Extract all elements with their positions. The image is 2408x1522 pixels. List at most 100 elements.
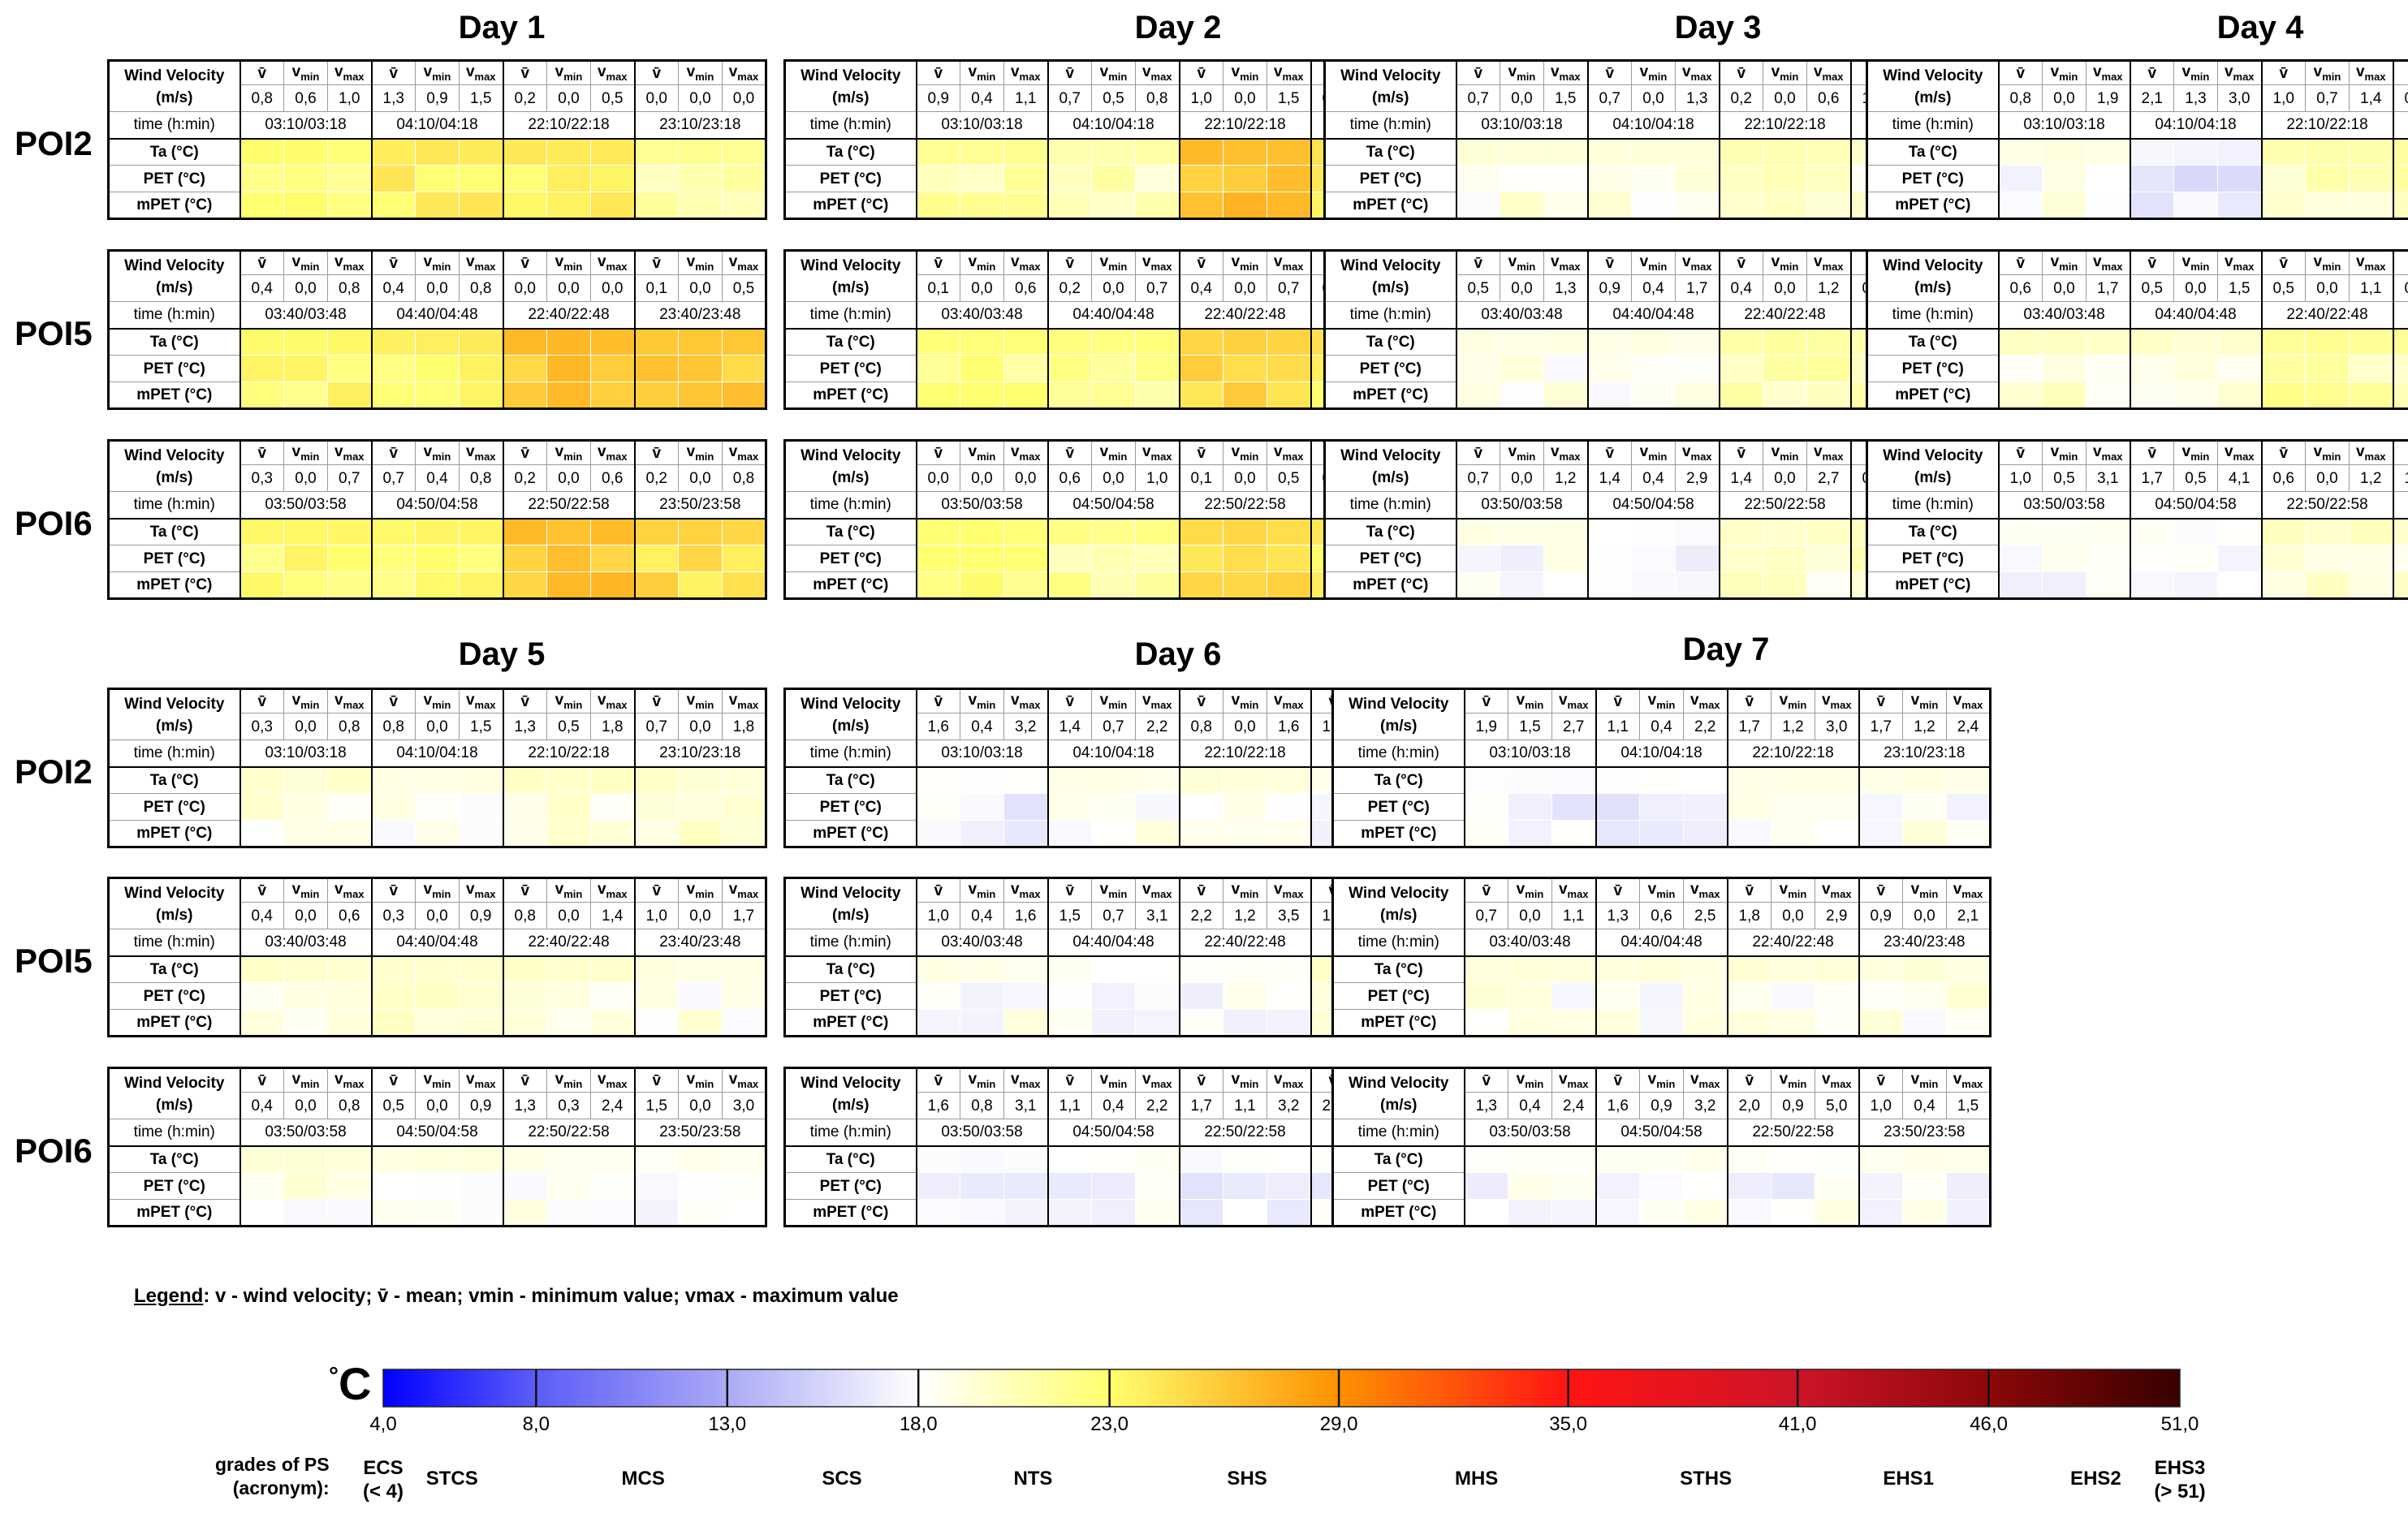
wind-value: 1,4 [590, 902, 635, 929]
wind-value: 1,7 [2129, 464, 2174, 492]
heat-cell [1223, 165, 1267, 192]
heat-row-mpet: mPET (°C) [1332, 820, 1991, 847]
colorbar-tick-label: 41,0 [1778, 1413, 1817, 1435]
heat-cell [1500, 355, 1544, 382]
heat-cell [1997, 382, 2043, 409]
heat-cell [590, 820, 635, 847]
wind-value: 4,1 [2217, 464, 2262, 492]
wind-stat-header: v̄ [1463, 1067, 1508, 1093]
heat-cell [1267, 382, 1311, 409]
time-slot: 03:10/03:18 [1463, 739, 1596, 768]
time-slot: 04:50/04:58 [1046, 1119, 1180, 1147]
heat-cell [239, 955, 284, 983]
wind-value: 0,0 [678, 1092, 723, 1119]
heat-row-ta: Ta (°C) [1324, 138, 1983, 166]
heat-row-mpet: mPET (°C) [108, 382, 766, 409]
pet-label: PET (°C) [108, 982, 241, 1010]
heat-cell [678, 1199, 723, 1227]
heat-cell [1267, 1145, 1311, 1173]
heat-cell [1178, 793, 1223, 821]
heat-cell [2392, 138, 2408, 166]
heat-cell [1543, 355, 1588, 382]
heat-cell [633, 766, 679, 794]
heat-cell [590, 1199, 635, 1227]
wind-value: 0,7 [1135, 274, 1180, 302]
heat-row-ta: Ta (°C) [1332, 1145, 1991, 1173]
heat-cell [1815, 1145, 1859, 1173]
heat-row-pet: PET (°C) [1866, 355, 2408, 382]
wind-value: 1,0 [633, 902, 679, 929]
heat-cell [2086, 165, 2130, 192]
heat-cell [239, 192, 284, 219]
wind-stat-header: vmax [590, 250, 635, 275]
wind-stat-header: vmax [1543, 440, 1588, 465]
wind-velocity-label: Wind Velocity (m/s) [784, 877, 917, 929]
time-label: time (h:min) [784, 491, 917, 520]
wind-stat-header: vmin [415, 440, 460, 465]
heat-cell [2349, 571, 2393, 599]
time-slot: 03:10/03:18 [915, 111, 1048, 140]
heat-cell [2217, 138, 2262, 166]
poi-label-poi2: POI2 [15, 124, 93, 162]
time-slot: 23:40/23:48 [1858, 929, 1991, 957]
wind-value: 0,0 [546, 84, 591, 112]
wind-value: 1,1 [2349, 274, 2393, 302]
time-slot: 03:10/03:18 [1455, 111, 1588, 140]
wind-value: 0,1 [1178, 464, 1223, 492]
wind-value: 0,0 [678, 713, 723, 740]
heat-cell [590, 766, 635, 794]
wind-value: 0,4 [370, 274, 416, 302]
time-slot: 03:50/03:58 [239, 491, 372, 520]
wind-velocity-label: Wind Velocity (m/s) [108, 877, 241, 929]
heat-cell [1858, 1145, 1903, 1173]
heat-row-pet: PET (°C) [108, 1172, 766, 1200]
heat-cell [1135, 1172, 1180, 1200]
heat-cell [678, 545, 723, 572]
heat-cell [1455, 328, 1500, 356]
heat-cell [546, 165, 591, 192]
time-slot: 03:40/03:48 [1455, 301, 1588, 330]
heat-cell [2305, 545, 2350, 572]
wind-stat-header: vmax [1675, 60, 1720, 85]
heat-cell [1806, 545, 1851, 572]
heat-cell [1675, 165, 1720, 192]
wind-value: 0,5 [2173, 464, 2218, 492]
wind-stat-header: vmax [459, 1067, 503, 1093]
heat-cell [502, 571, 547, 599]
wind-value: 1,9 [1463, 713, 1508, 740]
heat-cell [459, 1172, 503, 1200]
wind-stat-header: vmin [1223, 440, 1267, 465]
heat-cell [1003, 328, 1048, 356]
wind-value: 1,7 [1675, 274, 1720, 302]
wind-stat-header: vmax [459, 60, 503, 85]
heat-cell [1267, 1009, 1311, 1037]
heat-cell [2129, 355, 2174, 382]
heat-cell [1267, 138, 1311, 166]
heat-cell [960, 518, 1004, 545]
heat-cell [1046, 328, 1092, 356]
wind-value: 1,2 [1771, 713, 1815, 740]
heat-cell [1223, 955, 1267, 983]
heat-cell [960, 1145, 1004, 1173]
wind-header-row: Wind Velocity (m/s) v̄ vmin vmax v̄ vmin vmax v̄… [1324, 60, 1983, 112]
heat-cell [415, 165, 460, 192]
time-label: time (h:min) [108, 111, 241, 140]
heat-cell [722, 1009, 766, 1037]
heat-cell [1595, 1172, 1640, 1200]
heat-cell [1091, 192, 1136, 219]
wind-value: 0,0 [2042, 84, 2087, 112]
time-slot: 22:40/22:48 [1178, 301, 1311, 330]
heat-cell [633, 1009, 679, 1037]
heat-cell [1223, 982, 1267, 1010]
heat-cell [2173, 192, 2218, 219]
wind-value: 0,0 [1631, 84, 1676, 112]
wind-value: 0,7 [1455, 464, 1500, 492]
wind-stat-header: v̄ [1858, 877, 1903, 903]
heat-cell [2086, 138, 2130, 166]
heat-cell [546, 138, 591, 166]
mpet-label: mPET (°C) [784, 1009, 917, 1037]
heat-cell [2217, 545, 2262, 572]
heat-cell [1223, 1199, 1267, 1227]
wind-stat-header: vmax [1946, 877, 1991, 903]
heat-row-ta: Ta (°C) [108, 955, 766, 983]
